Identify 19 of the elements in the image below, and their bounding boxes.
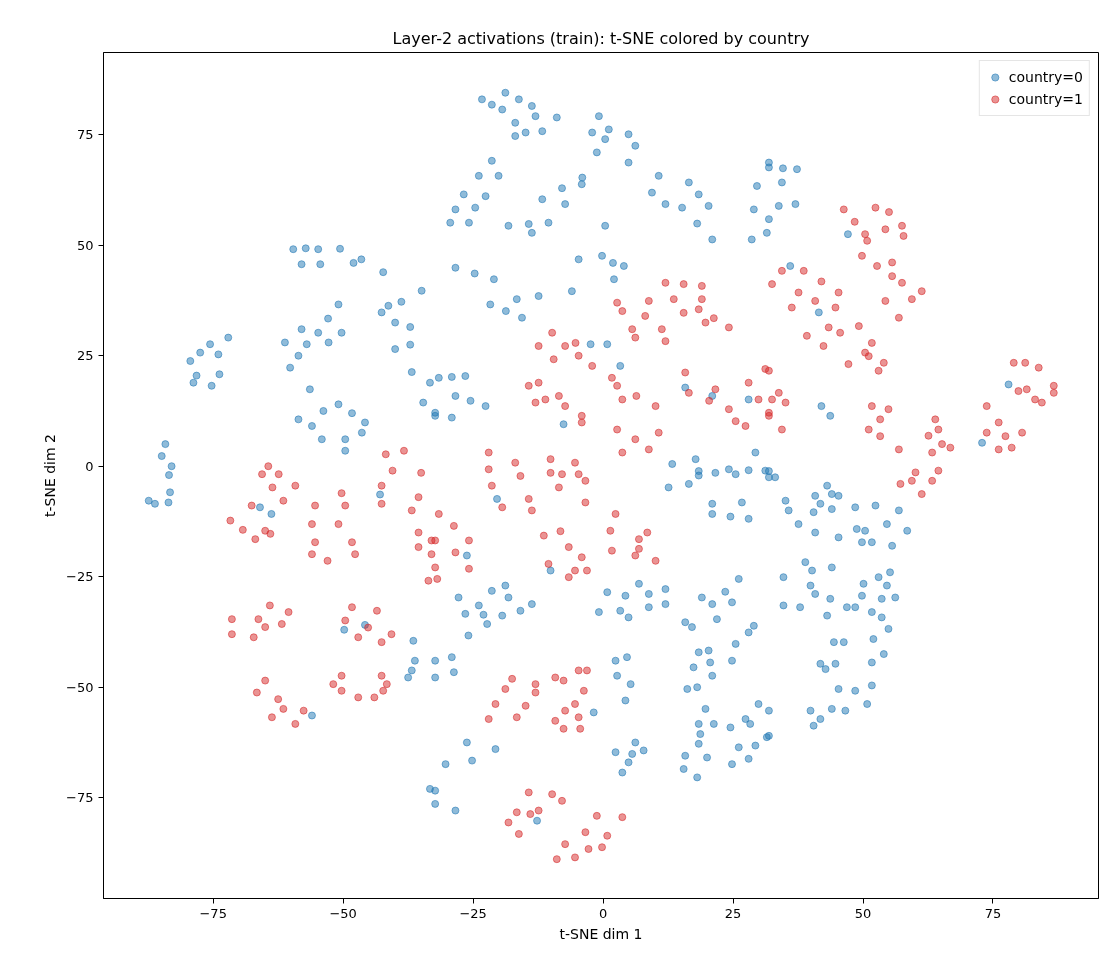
x-tick-label: −50 xyxy=(329,905,357,921)
x-axis-title: t-SNE dim 1 xyxy=(559,925,643,942)
x-tick-label: −25 xyxy=(459,905,487,921)
y-tick-label: 50 xyxy=(76,237,94,253)
x-tick-label: 25 xyxy=(724,905,742,921)
y-tick-label: 25 xyxy=(76,348,94,364)
x-tick-label: 75 xyxy=(984,905,1002,921)
x-tick-label: −75 xyxy=(199,905,227,921)
legend-label: country=1 xyxy=(1008,91,1083,107)
x-tick-label: 50 xyxy=(854,905,872,921)
y-tick-label: 0 xyxy=(85,458,94,474)
y-tick-label: −50 xyxy=(66,679,94,695)
y-axis-title: t-SNE dim 2 xyxy=(42,434,59,517)
legend-label: country=0 xyxy=(1008,69,1083,85)
y-tick-label: −75 xyxy=(66,790,94,806)
y-tick-label: −25 xyxy=(66,569,94,585)
y-tick-label: 75 xyxy=(76,127,94,143)
chart-title: Layer-2 activations (train): t-SNE colored by country xyxy=(392,28,810,48)
x-tick-label: 0 xyxy=(598,905,608,921)
